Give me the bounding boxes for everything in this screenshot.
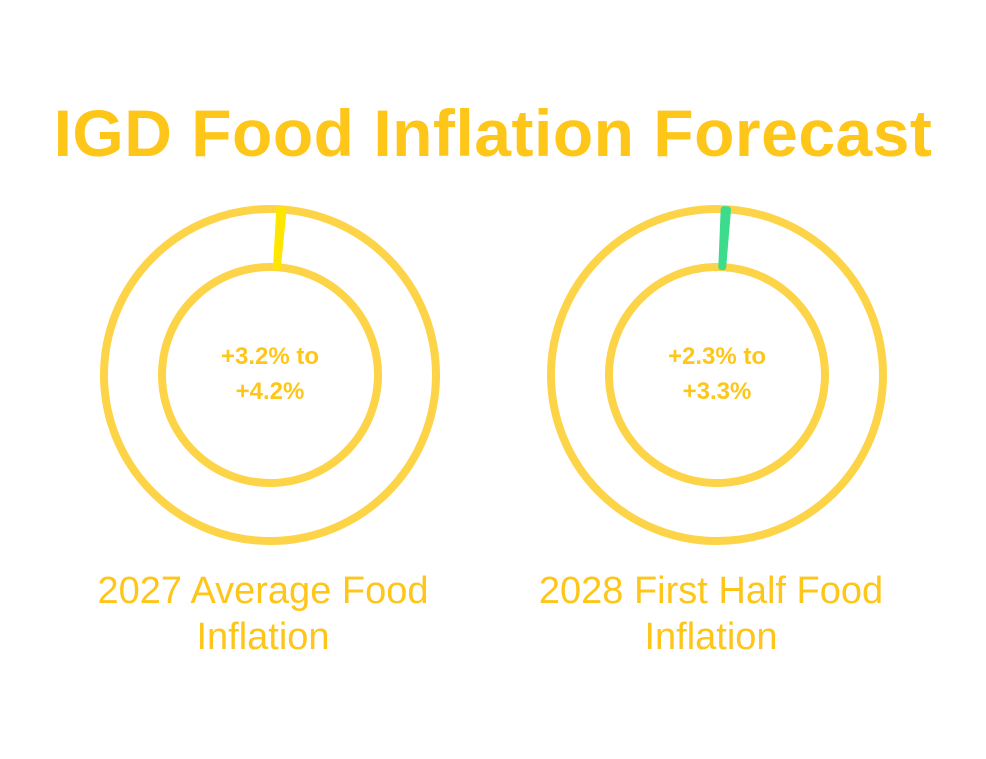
center-label-2027: +3.2% to +4.2%	[90, 339, 450, 409]
range-marker-2027	[273, 206, 287, 271]
inner-ring	[605, 263, 829, 487]
chart-title: IGD Food Inflation Forecast	[53, 96, 933, 170]
donut-svg-2028	[547, 205, 887, 545]
outer-ring	[100, 205, 440, 545]
center-text-line2: +4.2%	[235, 378, 305, 405]
center-label-2028: +2.3% to +3.3%	[537, 339, 897, 409]
donut-chart-2028: +2.3% to +3.3%	[537, 195, 897, 555]
caption-line2: Inflation	[644, 616, 778, 658]
donut-chart-2027: +3.2% to +4.2%	[90, 195, 450, 555]
inner-ring	[158, 263, 382, 487]
caption-line2: Inflation	[196, 616, 330, 658]
center-text-line2: +3.3%	[682, 378, 752, 405]
donut-svg-2027	[100, 205, 440, 545]
caption-2027: 2027 Average Food Inflation	[43, 568, 483, 660]
outer-ring	[547, 205, 887, 545]
center-text-line1: +2.3% to	[667, 343, 767, 370]
center-text-line1: +3.2% to	[220, 343, 320, 370]
range-marker-2028	[718, 206, 731, 271]
caption-line1: 2027 Average Food	[97, 570, 429, 612]
caption-line1: 2028 First Half Food	[538, 570, 884, 612]
caption-2028: 2028 First Half Food Inflation	[491, 568, 931, 660]
